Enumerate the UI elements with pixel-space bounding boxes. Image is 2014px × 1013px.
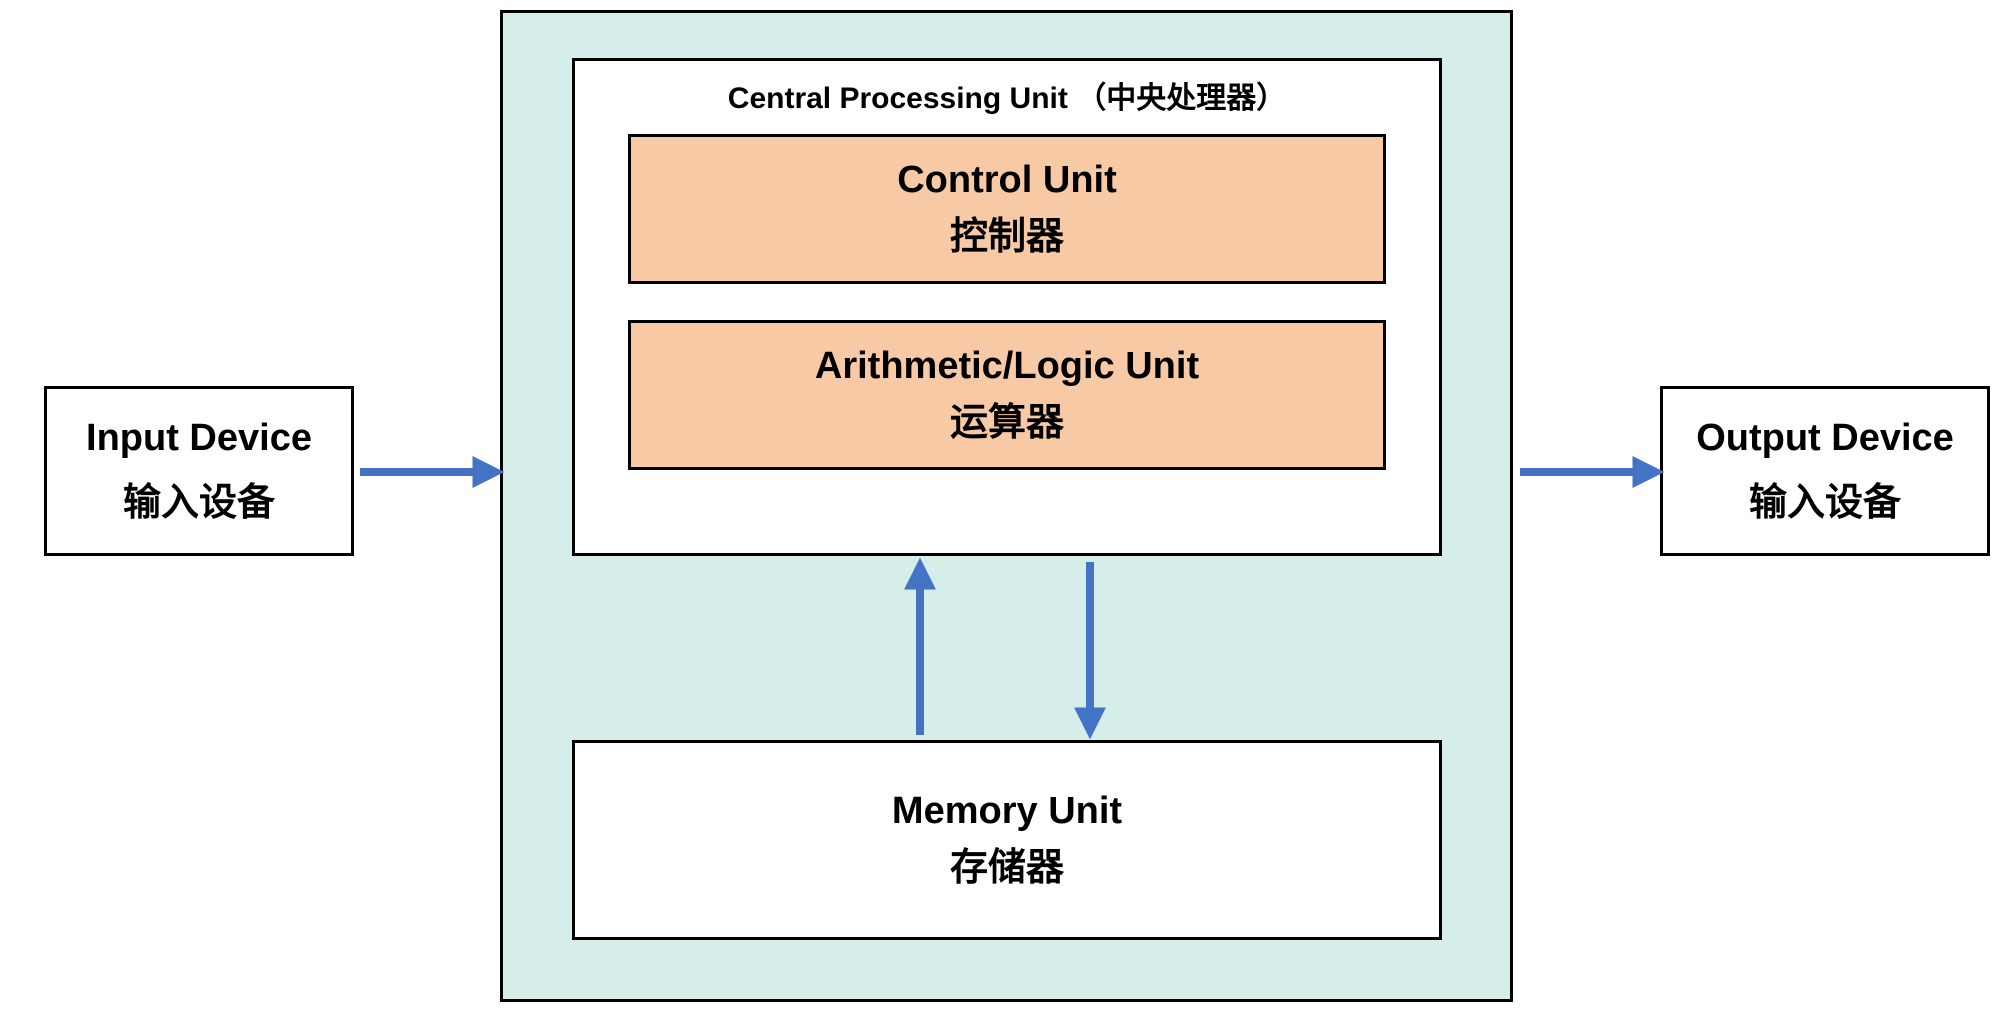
alu-box: Arithmetic/Logic Unit 运算器 xyxy=(628,320,1386,470)
control-unit-box: Control Unit 控制器 xyxy=(628,134,1386,284)
diagram-canvas: Central Processing Unit （中央处理器） Control … xyxy=(0,0,2014,1013)
output-device-label-en: Output Device xyxy=(1696,413,1954,464)
cpu-box: Central Processing Unit （中央处理器） xyxy=(572,58,1442,556)
input-device-label-zh: 输入设备 xyxy=(123,478,275,529)
memory-label-zh: 存储器 xyxy=(950,843,1064,894)
control-unit-label-zh: 控制器 xyxy=(950,212,1064,263)
output-device-box: Output Device 输入设备 xyxy=(1660,386,1990,556)
alu-label-zh: 运算器 xyxy=(950,398,1064,449)
alu-label-en: Arithmetic/Logic Unit xyxy=(815,341,1199,392)
memory-box: Memory Unit 存储器 xyxy=(572,740,1442,940)
output-device-label-zh: 输入设备 xyxy=(1749,478,1901,529)
input-device-label-en: Input Device xyxy=(86,413,312,464)
input-device-box: Input Device 输入设备 xyxy=(44,386,354,556)
cpu-title: Central Processing Unit （中央处理器） xyxy=(728,61,1286,120)
memory-label-en: Memory Unit xyxy=(892,786,1122,837)
control-unit-label-en: Control Unit xyxy=(897,155,1117,206)
